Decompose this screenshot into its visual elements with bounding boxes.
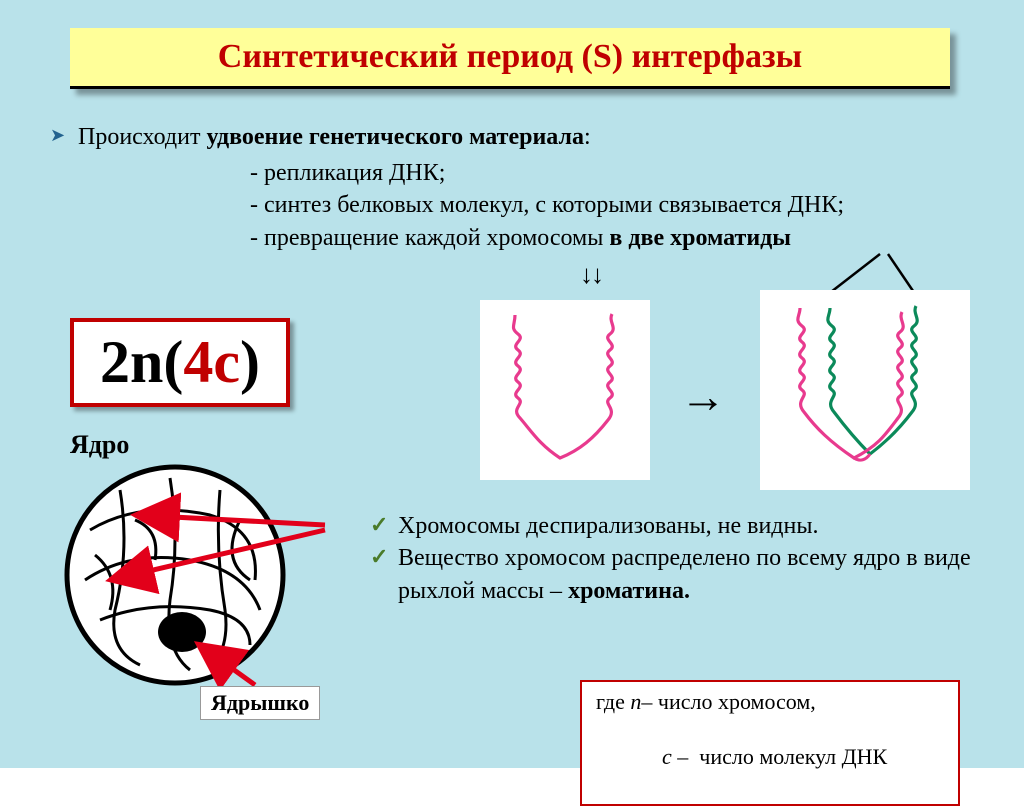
chromosome-before xyxy=(480,300,650,480)
nucleus-drawing xyxy=(60,460,290,690)
sub-bullet-2: - синтез белковых молекул, с которыми св… xyxy=(250,189,970,221)
sub-bullet-1: - репликация ДНК; xyxy=(250,157,970,189)
check-2: Вещество хромосом распределено по всему … xyxy=(370,542,990,607)
bullet-main: Происходит удвоение генетического матери… xyxy=(50,120,970,155)
legend-box: где n– число хромосом, c – число молекул… xyxy=(580,680,960,806)
formula-p1: 2n( xyxy=(100,329,183,395)
check-2-b: хроматина. xyxy=(568,578,690,604)
slide-title: Синтетический период (S) интерфазы xyxy=(70,28,950,89)
check-bullets: Хромосомы деспирализованы, не видны. Вещ… xyxy=(370,510,990,607)
nucleus-label: Ядро xyxy=(70,430,129,460)
bullet-main-tail: : xyxy=(584,124,591,150)
sub3-bold: в две хроматиды xyxy=(609,225,791,251)
leg1-var: n xyxy=(630,689,641,714)
leg1-pre: где xyxy=(596,689,630,714)
legend-line-1: где n– число хромосом, xyxy=(596,688,944,716)
formula-p3: ) xyxy=(240,329,260,395)
leg2-pre xyxy=(629,744,662,769)
slide-root: Синтетический период (S) интерфазы Проис… xyxy=(0,0,1024,768)
bullet-main-lead: Происходит xyxy=(78,124,206,150)
legend-line-2: c – число молекул ДНК xyxy=(596,716,944,799)
leg1-post: – число хромосом, xyxy=(641,689,815,714)
bullet-main-bold: удвоение генетического материала xyxy=(206,124,584,150)
formula-box: 2n(4c) xyxy=(70,318,290,407)
sub3-lead: - превращение каждой хромосомы xyxy=(250,225,609,251)
right-arrow: → xyxy=(680,370,726,423)
check-1: Хромосомы деспирализованы, не видны. xyxy=(370,510,990,542)
formula-p2: 4c xyxy=(183,329,240,395)
sub-bullets: - репликация ДНК; - синтез белковых моле… xyxy=(250,157,970,254)
main-bullets: Происходит удвоение генетического матери… xyxy=(50,120,970,254)
leg2-var: c xyxy=(662,744,672,769)
chromosome-after xyxy=(760,290,970,490)
check-1-text: Хромосомы деспирализованы, не видны. xyxy=(398,513,818,539)
nucleolus-label: Ядрышко xyxy=(200,686,320,720)
leg2-post: – число молекул ДНК xyxy=(672,744,887,769)
